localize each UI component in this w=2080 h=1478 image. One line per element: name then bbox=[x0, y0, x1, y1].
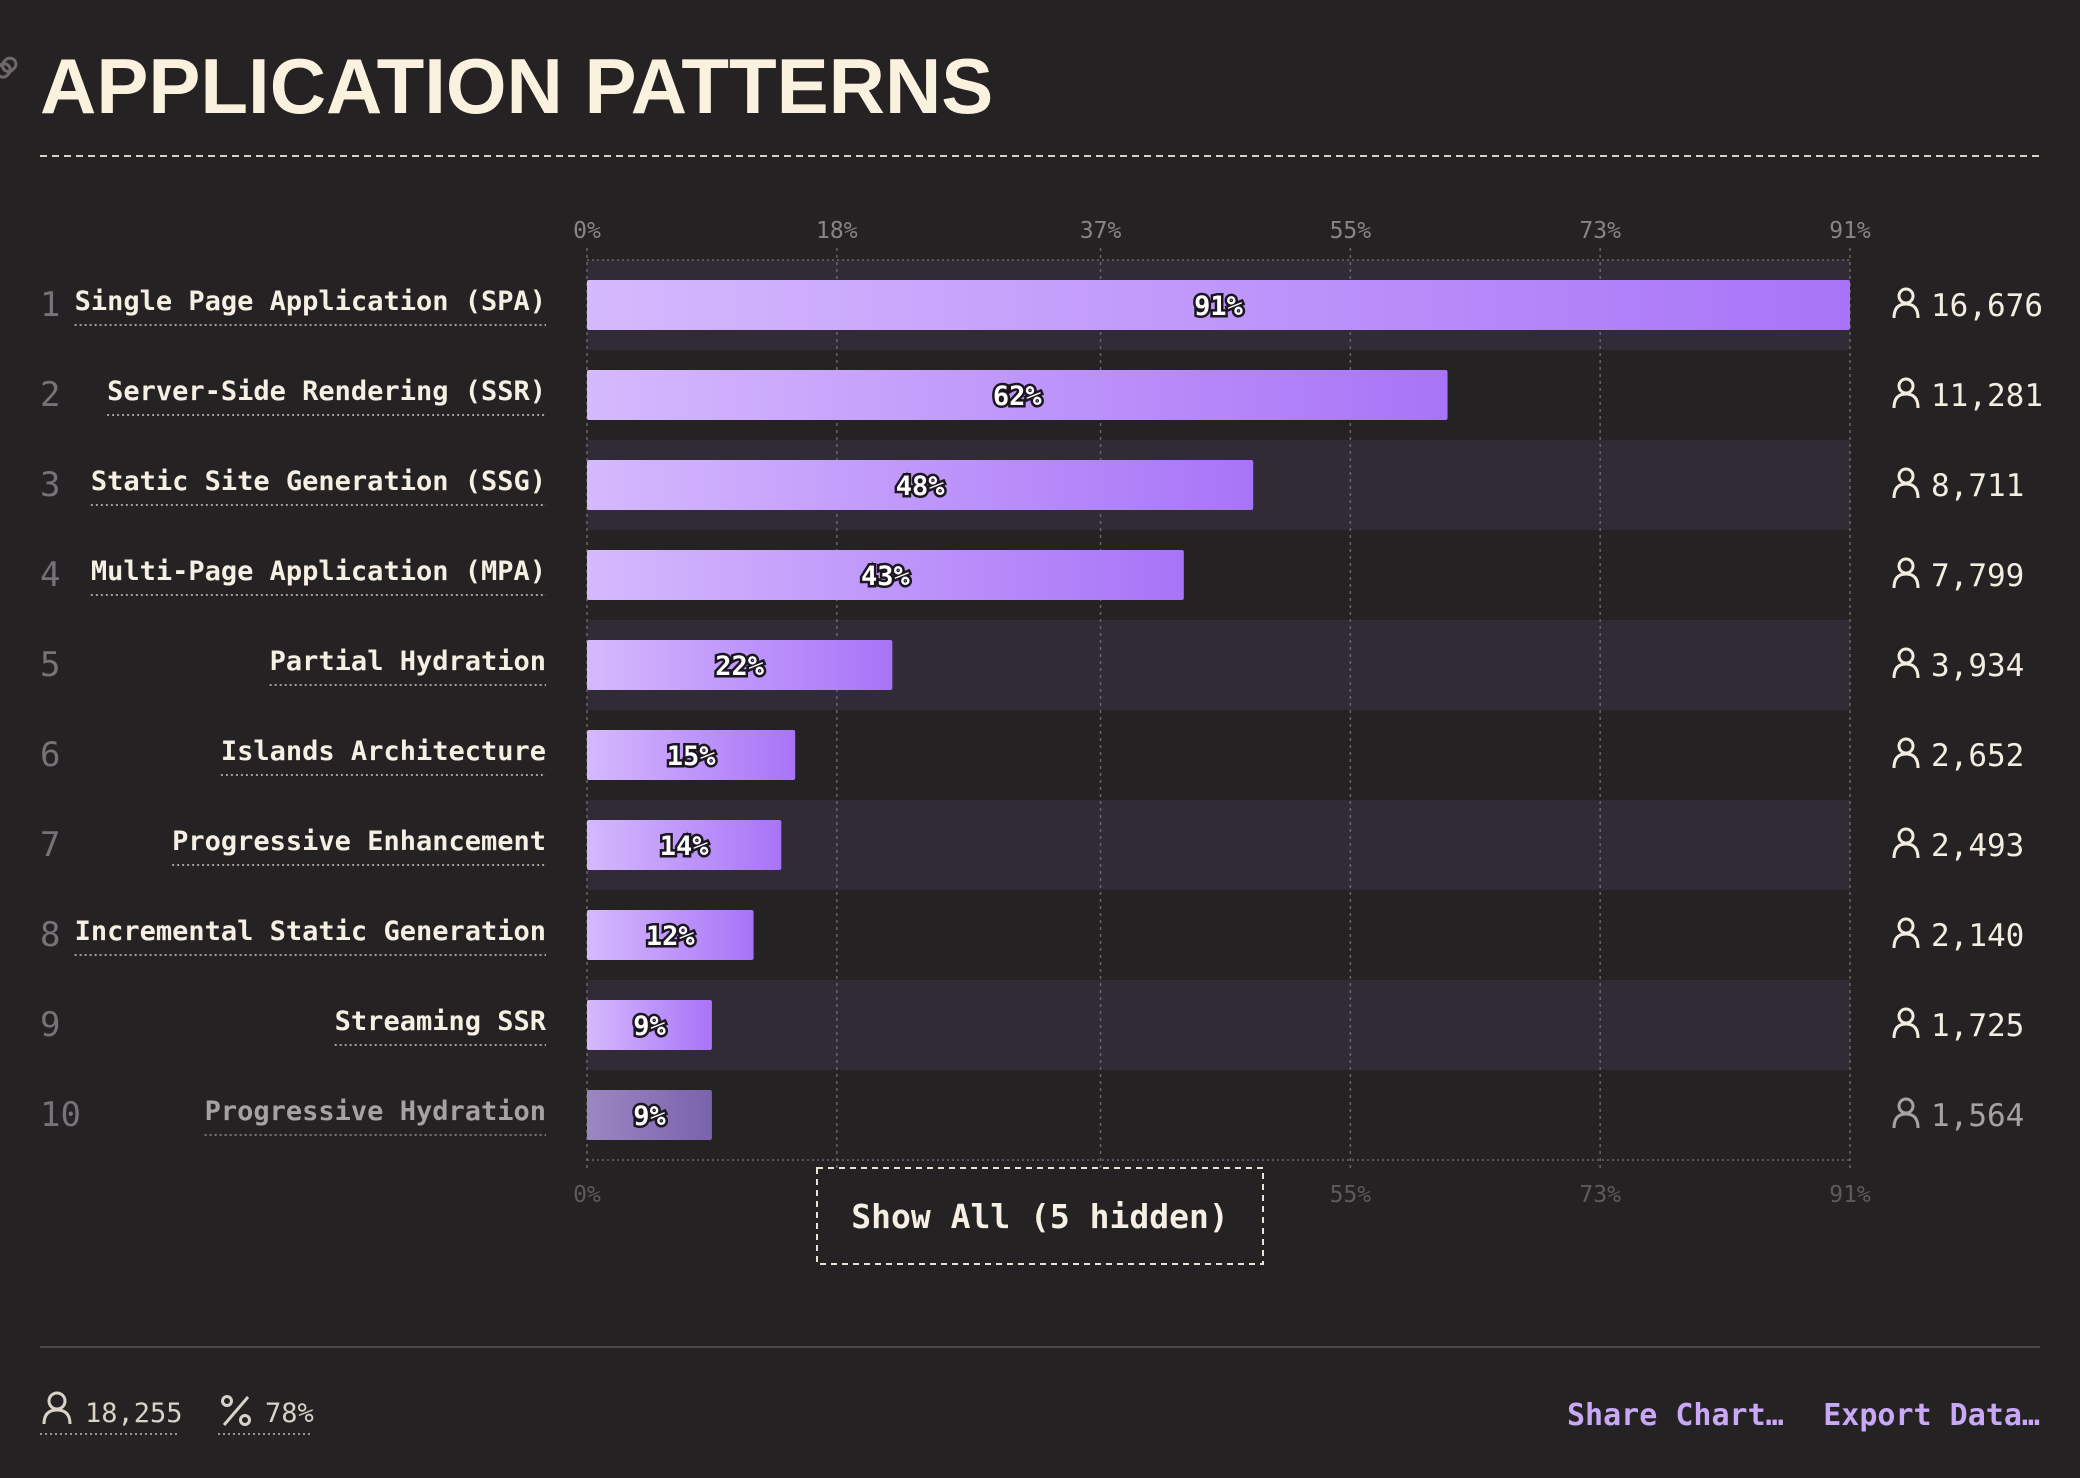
bar-value-label: 48% bbox=[896, 471, 946, 502]
respondent-count: 1,564 bbox=[1931, 1098, 2024, 1134]
respondent-count: 1,725 bbox=[1931, 1008, 2024, 1044]
category-label[interactable]: Server-Side Rendering (SSR) bbox=[107, 376, 546, 407]
chart-row: 2 Server-Side Rendering (SSR) 62% 11,281 bbox=[40, 370, 2043, 420]
respondents-count: 18,255 bbox=[85, 1398, 183, 1429]
x-tick-label-top: 73% bbox=[1579, 218, 1621, 244]
bar[interactable] bbox=[587, 1000, 712, 1050]
bar-value-label: 43% bbox=[861, 561, 911, 592]
bar[interactable] bbox=[587, 280, 1850, 330]
bar-value-label: 9% bbox=[633, 1011, 666, 1042]
bar-value-label: 91% bbox=[1194, 291, 1244, 322]
category-label[interactable]: Incremental Static Generation bbox=[75, 916, 546, 947]
respondent-count: 7,799 bbox=[1931, 558, 2024, 594]
bar[interactable] bbox=[587, 1090, 712, 1140]
respondent-count: 2,140 bbox=[1931, 918, 2024, 954]
respondent-count: 3,934 bbox=[1931, 648, 2024, 684]
user-icon bbox=[1892, 287, 1920, 319]
x-tick-label-top: 18% bbox=[816, 218, 858, 244]
rank-label: 6 bbox=[40, 735, 60, 775]
bar[interactable] bbox=[587, 640, 893, 690]
rank-label: 8 bbox=[40, 915, 60, 955]
user-icon bbox=[1892, 737, 1920, 769]
respondent-count: 2,493 bbox=[1931, 828, 2024, 864]
x-tick-label-top: 37% bbox=[1080, 218, 1122, 244]
export-data-link[interactable]: Export Data… bbox=[1823, 1398, 2040, 1433]
bar[interactable] bbox=[587, 820, 782, 870]
link-icon[interactable] bbox=[0, 56, 18, 80]
bar-value-label: 9% bbox=[633, 1101, 666, 1132]
show-all-button[interactable]: Show All (5 hidden) bbox=[816, 1167, 1264, 1265]
percent-value: 78% bbox=[265, 1398, 314, 1429]
respondent-count: 2,652 bbox=[1931, 738, 2024, 774]
percent-stat: 78% bbox=[218, 1395, 314, 1435]
chart-row: 7 Progressive Enhancement 14% 2,493 bbox=[40, 820, 2024, 870]
row-bands bbox=[587, 260, 1850, 1070]
category-label[interactable]: Progressive Hydration bbox=[205, 1096, 546, 1127]
chart-row: 10 Progressive Hydration 9% 1,564 bbox=[40, 1090, 2024, 1140]
category-label[interactable]: Single Page Application (SPA) bbox=[75, 286, 546, 317]
user-icon bbox=[1892, 827, 1920, 859]
chart-row: 8 Incremental Static Generation 12% 2,140 bbox=[40, 910, 2024, 960]
bar[interactable] bbox=[587, 370, 1448, 420]
x-tick-label-top: 0% bbox=[573, 218, 601, 244]
respondent-count: 8,711 bbox=[1931, 468, 2024, 504]
show-all-label: Show All (5 hidden) bbox=[851, 1197, 1229, 1236]
bar-value-label: 22% bbox=[715, 651, 765, 682]
chart-title: APPLICATION PATTERNS bbox=[40, 42, 993, 130]
chart-row: 9 Streaming SSR 9% 1,725 bbox=[40, 1000, 2024, 1050]
user-icon bbox=[1892, 917, 1920, 949]
respondents-stat: 18,255 bbox=[40, 1391, 183, 1435]
bar-value-label: 14% bbox=[660, 831, 710, 862]
bar[interactable] bbox=[587, 460, 1254, 510]
user-icon bbox=[42, 1391, 72, 1425]
top-axis: 0% 18% 37% 55% 73% 91% bbox=[573, 218, 1871, 244]
rank-label: 3 bbox=[40, 465, 60, 505]
chart-row: 5 Partial Hydration 22% 3,934 bbox=[40, 640, 2024, 690]
share-chart-link[interactable]: Share Chart… bbox=[1567, 1398, 1784, 1433]
user-icon bbox=[1892, 467, 1920, 499]
bar[interactable] bbox=[587, 910, 754, 960]
category-label[interactable]: Multi-Page Application (MPA) bbox=[91, 556, 546, 587]
category-label[interactable]: Islands Architecture bbox=[221, 736, 546, 767]
chart-row: 4 Multi-Page Application (MPA) 43% 7,799 bbox=[40, 550, 2024, 600]
rank-label: 5 bbox=[40, 645, 60, 685]
user-icon bbox=[1892, 377, 1920, 409]
category-label[interactable]: Streaming SSR bbox=[335, 1006, 547, 1037]
user-icon bbox=[1892, 647, 1920, 679]
x-tick-label-top: 91% bbox=[1829, 218, 1871, 244]
rank-label: 7 bbox=[40, 825, 60, 865]
user-icon bbox=[1892, 1007, 1920, 1039]
x-tick-label-bottom: 91% bbox=[1829, 1182, 1871, 1208]
bar-value-label: 15% bbox=[667, 741, 717, 772]
chart-row: 1 Single Page Application (SPA) 91% 16,676 bbox=[40, 280, 2043, 330]
category-label[interactable]: Progressive Enhancement bbox=[172, 826, 546, 857]
x-tick-label-bottom: 73% bbox=[1579, 1182, 1621, 1208]
rank-label: 10 bbox=[40, 1095, 81, 1135]
respondent-count: 16,676 bbox=[1931, 288, 2043, 324]
rank-label: 1 bbox=[40, 285, 60, 325]
x-tick-label-bottom: 0% bbox=[573, 1182, 601, 1208]
row-band bbox=[587, 800, 1850, 890]
respondent-count: 11,281 bbox=[1931, 378, 2043, 414]
bar[interactable] bbox=[587, 550, 1184, 600]
percent-icon bbox=[221, 1395, 251, 1426]
bar-value-label: 62% bbox=[993, 381, 1043, 412]
category-label[interactable]: Partial Hydration bbox=[270, 646, 546, 677]
category-label[interactable]: Static Site Generation (SSG) bbox=[91, 466, 546, 497]
rank-label: 4 bbox=[40, 555, 60, 595]
x-tick-label-bottom: 55% bbox=[1330, 1182, 1372, 1208]
rank-label: 9 bbox=[40, 1005, 60, 1045]
bar[interactable] bbox=[587, 730, 796, 780]
rank-label: 2 bbox=[40, 375, 60, 415]
bar-value-label: 12% bbox=[646, 921, 696, 952]
chart-rows: 1 Single Page Application (SPA) 91% 16,676 2… bbox=[40, 280, 2043, 1140]
user-icon bbox=[1892, 557, 1920, 589]
row-band bbox=[587, 980, 1850, 1070]
chart-row: 3 Static Site Generation (SSG) 48% 8,711 bbox=[40, 460, 2024, 510]
chart-row: 6 Islands Architecture 15% 2,652 bbox=[40, 730, 2024, 780]
x-tick-label-top: 55% bbox=[1330, 218, 1372, 244]
user-icon bbox=[1892, 1097, 1920, 1129]
